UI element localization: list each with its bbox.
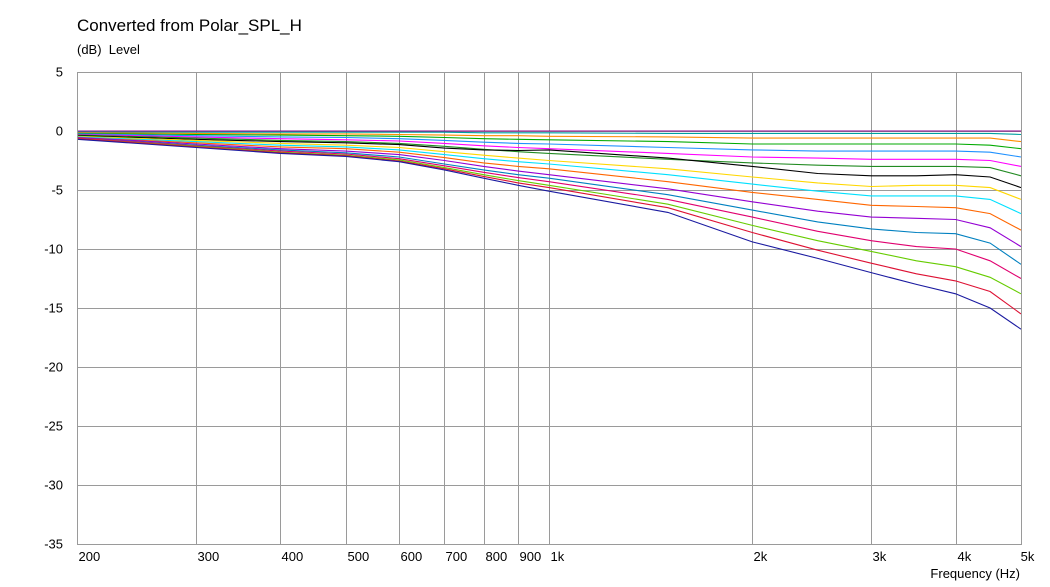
y-tick-label: -5 bbox=[51, 183, 63, 198]
y-tick-label: -10 bbox=[44, 242, 63, 257]
y-tick-label: 5 bbox=[56, 65, 63, 80]
series-line bbox=[76, 135, 1022, 189]
series-line bbox=[76, 138, 1022, 315]
x-tick-label: 1k bbox=[551, 549, 565, 564]
series-line bbox=[76, 135, 1022, 200]
y-tick-label: -20 bbox=[44, 360, 63, 375]
series-line bbox=[76, 136, 1022, 231]
series-group bbox=[76, 130, 1022, 330]
series-line bbox=[76, 136, 1022, 215]
series-line bbox=[76, 136, 1022, 248]
x-tick-label: 500 bbox=[348, 549, 370, 564]
series-line bbox=[76, 137, 1022, 265]
series-line bbox=[76, 137, 1022, 279]
series-line bbox=[76, 138, 1022, 330]
chart-title: Converted from Polar_SPL_H bbox=[77, 16, 302, 35]
y-tick-labels: 5 0 -5 -10 -15 -20 -25 -30 -35 bbox=[44, 65, 63, 552]
y-tick-label: -30 bbox=[44, 478, 63, 493]
series-line bbox=[76, 133, 1022, 158]
x-tick-label: 5k bbox=[1021, 549, 1035, 564]
x-tick-label: 2k bbox=[754, 549, 768, 564]
series-line bbox=[76, 132, 1022, 143]
y-tick-label: 0 bbox=[56, 124, 63, 139]
x-tick-labels: 200 300 400 500 600 700 800 900 1k 2k 3k 4k 5k bbox=[79, 549, 1035, 564]
x-tick-label: 900 bbox=[520, 549, 542, 564]
y-axis-title: Level bbox=[108, 42, 140, 57]
y-tick-label: -35 bbox=[44, 537, 63, 552]
x-tick-label: 3k bbox=[873, 549, 887, 564]
plot-frame bbox=[77, 72, 1022, 545]
series-line bbox=[76, 138, 1022, 295]
x-tick-label: 600 bbox=[401, 549, 423, 564]
x-tick-label: 200 bbox=[79, 549, 101, 564]
x-axis-title: Frequency (Hz) bbox=[930, 566, 1020, 581]
x-tick-label: 800 bbox=[486, 549, 508, 564]
y-axis-unit: (dB) bbox=[77, 42, 102, 57]
series-line bbox=[76, 133, 1022, 167]
y-axis-label: (dB) Level bbox=[77, 42, 140, 57]
y-tick-label: -15 bbox=[44, 301, 63, 316]
x-tick-label: 400 bbox=[282, 549, 304, 564]
series-line bbox=[77, 131, 1022, 136]
x-tick-label: 300 bbox=[198, 549, 220, 564]
series-line bbox=[76, 134, 1022, 177]
y-tick-label: -25 bbox=[44, 419, 63, 434]
x-tick-label: 4k bbox=[958, 549, 972, 564]
series-line bbox=[76, 132, 1022, 150]
x-tick-label: 700 bbox=[446, 549, 468, 564]
